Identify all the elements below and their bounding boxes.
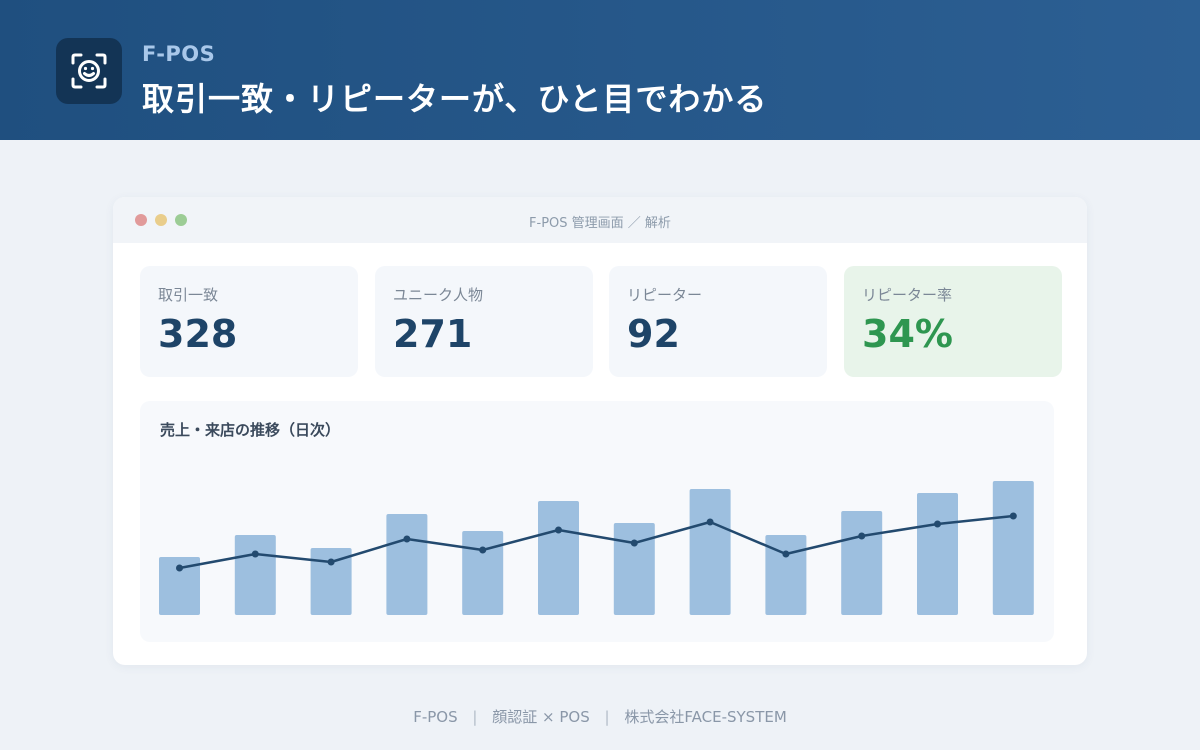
chart-point <box>630 539 638 547</box>
chart-point <box>479 546 487 554</box>
brand-name: F-POS <box>142 42 216 66</box>
kpi-value: 271 <box>393 312 473 356</box>
chart-bar <box>992 481 1034 615</box>
kpi-label: ユニーク人物 <box>393 286 484 304</box>
chart-point <box>403 535 411 543</box>
dashboard-window: F-POS 管理画面 ／ 解析 取引一致 328 ユニーク人物 271 リピータ… <box>113 197 1087 665</box>
footer-separator: | <box>604 708 610 726</box>
kpi-value: 328 <box>158 312 238 356</box>
kpi-value: 92 <box>627 312 680 356</box>
chart-bar <box>159 557 200 615</box>
maximize-window-button[interactable] <box>175 214 187 226</box>
kpi-card-repeaters: リピーター 92 <box>609 266 827 377</box>
chart-point <box>782 550 790 558</box>
kpi-card-unique-people: ユニーク人物 271 <box>375 266 593 377</box>
chart-point <box>251 550 259 558</box>
chart-bar <box>689 489 731 615</box>
window-titlebar: F-POS 管理画面 ／ 解析 <box>113 197 1087 243</box>
window-title: F-POS 管理画面 ／ 解析 <box>529 216 671 231</box>
chart-bar <box>462 531 504 615</box>
kpi-card-transactions: 取引一致 328 <box>140 266 358 377</box>
close-window-button[interactable] <box>135 214 147 226</box>
chart-point <box>934 520 941 528</box>
kpi-value: 34% <box>862 312 953 356</box>
chart-bar <box>234 535 276 615</box>
app-icon <box>56 38 122 104</box>
footer-product: F-POS <box>413 708 458 726</box>
chart-point <box>706 518 714 526</box>
chart-bar <box>613 523 655 615</box>
chart-point <box>176 564 183 572</box>
footer-company: 株式会社FACE-SYSTEM <box>624 708 787 726</box>
page-headline: 取引一致・リピーターが、ひと目でわかる <box>142 80 768 118</box>
chart-bar <box>841 511 883 615</box>
footer: F-POS | 顔認証 × POS | 株式会社FACE-SYSTEM <box>0 706 1200 727</box>
kpi-card-repeat-rate: リピーター率 34% <box>844 266 1062 377</box>
footer-separator: | <box>472 708 478 726</box>
chart-line <box>179 514 1014 570</box>
kpi-label: リピーター <box>627 286 703 304</box>
kpi-label: リピーター率 <box>862 286 953 304</box>
chart-bar <box>386 514 428 615</box>
chart-title: 売上・来店の推移（日次） <box>160 421 341 439</box>
footer-tagline: 顔認証 × POS <box>492 708 590 726</box>
chart-bar <box>310 548 352 615</box>
chart-point <box>555 526 562 534</box>
header-banner: F-POS 取引一致・リピーターが、ひと目でわかる <box>0 0 1200 140</box>
sales-visits-chart <box>159 481 1034 615</box>
chart-panel: 売上・来店の推移（日次） <box>140 401 1054 642</box>
chart-bar <box>538 501 579 615</box>
chart-bar <box>765 535 807 615</box>
chart-point <box>327 558 335 566</box>
face-scan-icon <box>71 53 107 89</box>
minimize-window-button[interactable] <box>155 214 167 226</box>
chart-bar <box>917 493 958 615</box>
chart-point <box>858 532 866 540</box>
chart-point <box>1009 512 1017 520</box>
kpi-label: 取引一致 <box>158 286 219 304</box>
